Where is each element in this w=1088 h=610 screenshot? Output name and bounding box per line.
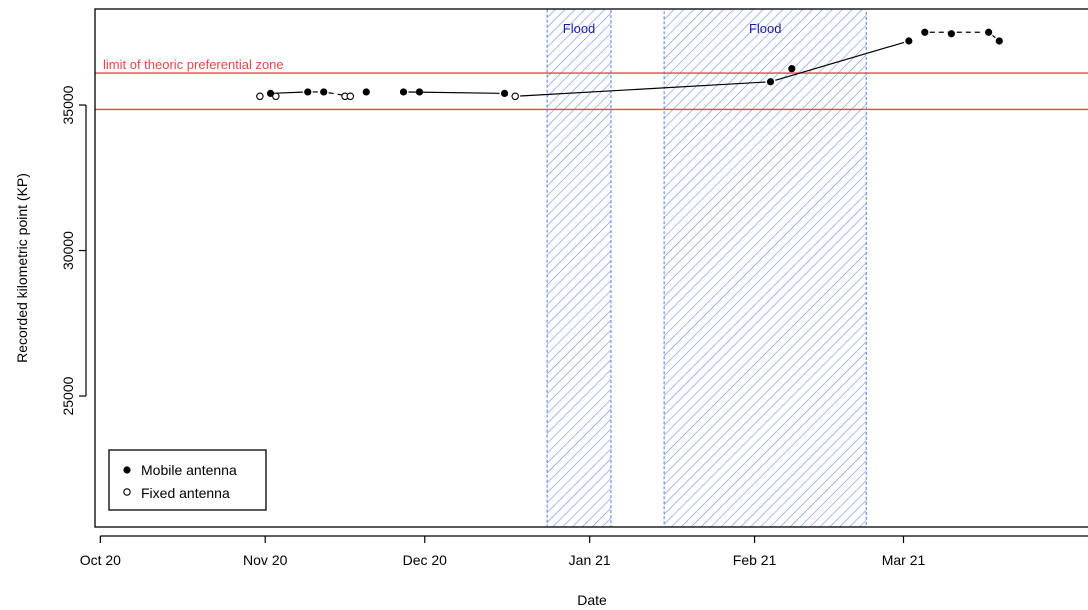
connector-segment-6 [775, 41, 905, 81]
flood-label-2: Flood [749, 21, 782, 36]
flood-label-1: Flood [563, 21, 596, 36]
y-axis: 25000 30000 35000 [60, 85, 87, 416]
y-tick-label-2: 30000 [60, 231, 76, 270]
flood-region-2 [663, 9, 867, 527]
x-tick-label-3: Dec 20 [403, 552, 448, 568]
point-fixed-5 [511, 92, 519, 101]
y-tick-label-1: 25000 [60, 376, 76, 415]
point-mobile-5 [399, 88, 408, 96]
point-mobile-11 [921, 28, 929, 36]
point-fixed-2 [272, 92, 280, 101]
point-mobile-7 [500, 89, 509, 97]
point-mobile-6 [415, 88, 424, 96]
point-fixed-4 [346, 92, 355, 101]
x-tick-label-2: Nov 20 [243, 552, 288, 568]
point-mobile-9 [788, 65, 796, 73]
legend-box [108, 449, 267, 511]
x-tick-label-4: Jan 21 [569, 552, 611, 568]
x-tick-label-5: Feb 21 [733, 552, 777, 568]
data-points [256, 28, 1003, 101]
connector-segment-3 [328, 92, 346, 97]
connector-segment-8 [992, 34, 996, 39]
legend-label-mobile: Mobile antenna [141, 462, 237, 478]
flood-region-1 [546, 9, 612, 527]
connector-segment-4 [408, 91, 500, 94]
connector-segment-5 [520, 81, 766, 97]
point-mobile-8 [766, 78, 775, 86]
x-tick-label-6: Mar 21 [882, 552, 926, 568]
point-mobile-13 [985, 28, 993, 36]
legend-marker-fixed [123, 488, 131, 496]
point-mobile-12 [947, 30, 955, 38]
point-mobile-3 [320, 88, 328, 96]
plot-frame [94, 8, 1088, 528]
point-mobile-10 [905, 37, 913, 45]
point-mobile-4 [362, 88, 370, 96]
x-tick-label-1: Oct 20 [80, 552, 121, 568]
legend-label-fixed: Fixed antenna [141, 485, 230, 501]
limit-lines [95, 72, 1088, 111]
point-mobile-2 [304, 88, 312, 96]
flood-regions: Flood Flood [546, 9, 867, 527]
y-tick-label-3: 35000 [60, 85, 76, 124]
connector-segment-1 [275, 91, 303, 94]
legend: Mobile antenna Fixed antenna [108, 449, 267, 511]
x-axis: Oct 20 Nov 20 Dec 20 Jan 21 Feb 21 Mar 21 [80, 535, 1088, 568]
point-mobile-14 [995, 37, 1003, 45]
series-connectors [275, 31, 996, 97]
limit-line-label: limit of theoric preferential zone [103, 57, 284, 72]
legend-marker-mobile [123, 466, 131, 474]
point-fixed-1 [256, 92, 264, 101]
x-axis-title: Date [577, 592, 607, 608]
y-axis-title: Recorded kilometric point (KP) [14, 173, 30, 363]
